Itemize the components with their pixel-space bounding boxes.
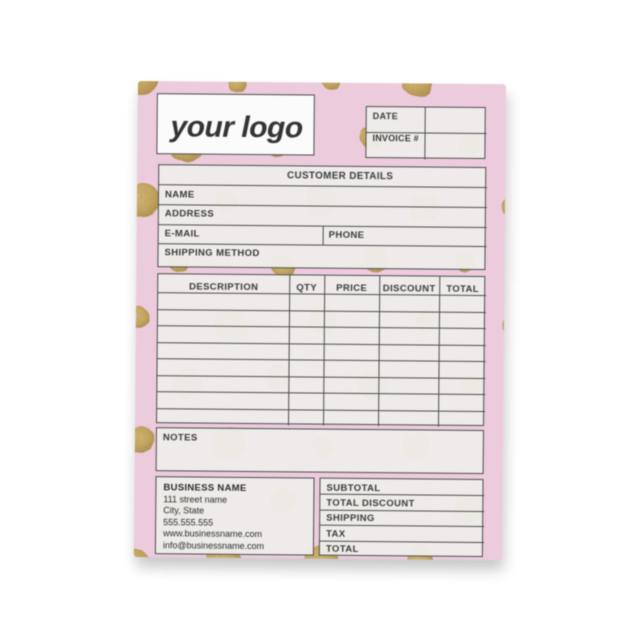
svg-text:your logo: your logo bbox=[168, 110, 303, 144]
